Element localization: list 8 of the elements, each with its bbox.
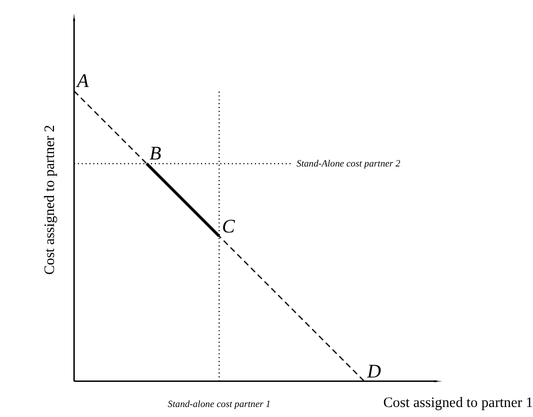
annotation: A (74, 71, 89, 92)
annotation: D (366, 361, 382, 382)
x-axis-title: Cost assigned to partner 1 (383, 395, 533, 412)
text: Stand-alone cost partner 1 (168, 399, 271, 410)
annotation: B (150, 144, 162, 165)
ref-line-label: Stand-Alone cost partner 2 (296, 158, 401, 170)
annotation: C (222, 216, 236, 238)
y-axis-title: Cost assigned to partner 2 (42, 124, 58, 275)
